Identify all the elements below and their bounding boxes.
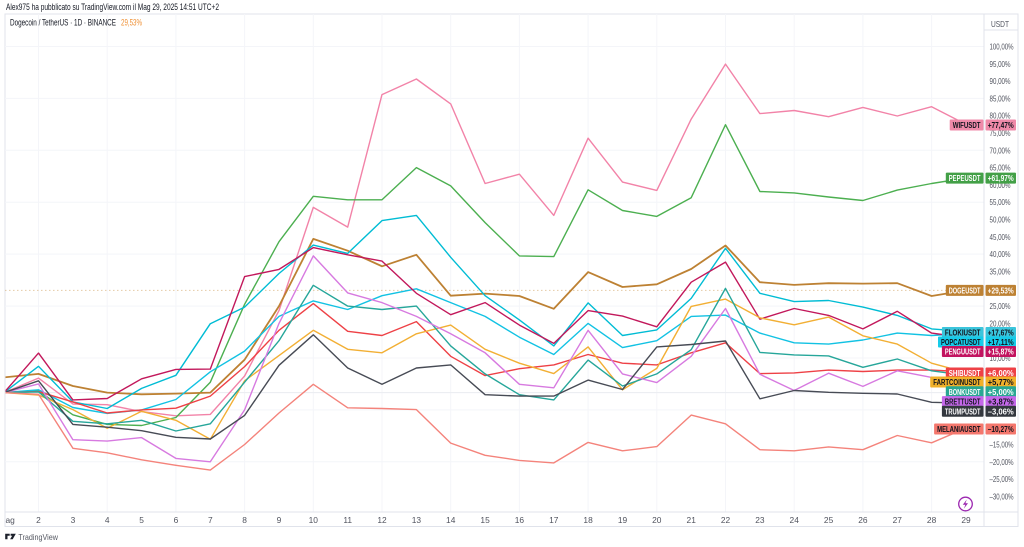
svg-text:–25,00%: –25,00% (990, 474, 1014, 484)
svg-text:10: 10 (309, 515, 319, 525)
svg-text:+17,11%: +17,11% (988, 338, 1014, 347)
svg-text:–20,00%: –20,00% (990, 457, 1014, 467)
svg-text:4: 4 (105, 515, 110, 525)
svg-text:90,00%: 90,00% (990, 76, 1011, 86)
svg-text:+5,00%: +5,00% (988, 388, 1014, 397)
svg-text:WIFUSDT: WIFUSDT (953, 121, 981, 130)
svg-text:2: 2 (36, 515, 41, 525)
svg-text:16: 16 (515, 515, 525, 525)
svg-text:FLOKIUSDT: FLOKIUSDT (945, 329, 981, 338)
svg-text:POPCATUSDT: POPCATUSDT (941, 338, 981, 347)
svg-text:+61,97%: +61,97% (988, 174, 1014, 183)
svg-text:50,00%: 50,00% (990, 215, 1011, 225)
svg-text:SHIBUSDT: SHIBUSDT (949, 369, 981, 378)
svg-text:75,00%: 75,00% (990, 128, 1011, 138)
svg-text:24: 24 (790, 515, 800, 525)
svg-text:25,00%: 25,00% (990, 301, 1011, 311)
svg-text:6: 6 (174, 515, 179, 525)
svg-text:–30,00%: –30,00% (990, 491, 1014, 501)
svg-text:19: 19 (618, 515, 628, 525)
svg-text:PEPEUSDT: PEPEUSDT (949, 174, 981, 183)
svg-text:22: 22 (721, 515, 731, 525)
svg-text:8: 8 (242, 515, 247, 525)
svg-text:80,00%: 80,00% (990, 111, 1011, 121)
svg-text:35,00%: 35,00% (990, 266, 1011, 276)
svg-text:+29,53%: +29,53% (988, 286, 1014, 295)
svg-text:+77,47%: +77,47% (988, 121, 1014, 130)
svg-text:USDT: USDT (991, 19, 1009, 29)
svg-text:26: 26 (858, 515, 868, 525)
svg-text:9: 9 (277, 515, 282, 525)
svg-text:ag: ag (6, 515, 16, 525)
svg-text:20: 20 (652, 515, 662, 525)
svg-text:+15,87%: +15,87% (988, 348, 1014, 357)
svg-text:65,00%: 65,00% (990, 163, 1011, 173)
svg-text:23: 23 (755, 515, 765, 525)
svg-text:85,00%: 85,00% (990, 93, 1011, 103)
svg-text:–10,27%: –10,27% (988, 425, 1014, 434)
svg-text:20,00%: 20,00% (990, 318, 1011, 328)
svg-text:25: 25 (824, 515, 834, 525)
svg-text:13: 13 (412, 515, 422, 525)
svg-text:27: 27 (893, 515, 903, 525)
svg-text:15: 15 (480, 515, 490, 525)
svg-text:12: 12 (377, 515, 387, 525)
svg-text:95,00%: 95,00% (990, 59, 1011, 69)
svg-text:DOGEUSDT: DOGEUSDT (949, 286, 981, 295)
svg-text:5: 5 (139, 515, 144, 525)
svg-text:3: 3 (71, 515, 76, 525)
svg-text:BRETTUSDT: BRETTUSDT (945, 398, 981, 407)
svg-text:10,00%: 10,00% (990, 353, 1011, 363)
svg-text:28: 28 (927, 515, 937, 525)
svg-text:100,00%: 100,00% (990, 42, 1014, 52)
svg-text:–3,06%: –3,06% (988, 407, 1014, 416)
svg-text:BONKUSDT: BONKUSDT (949, 388, 981, 397)
svg-text:TradingView: TradingView (18, 532, 58, 542)
svg-text:FARTCOINUSDT: FARTCOINUSDT (933, 378, 980, 387)
svg-text:18: 18 (583, 515, 593, 525)
svg-text:MELANIAUSDT: MELANIAUSDT (937, 425, 980, 434)
svg-text:TRUMPUSDT: TRUMPUSDT (945, 407, 981, 416)
svg-text:55,00%: 55,00% (990, 197, 1011, 207)
svg-text:+17,67%: +17,67% (988, 329, 1014, 338)
svg-text:29: 29 (961, 515, 971, 525)
svg-text:–15,00%: –15,00% (990, 440, 1014, 450)
svg-text:PENGUUSDT: PENGUUSDT (945, 348, 981, 357)
svg-text:+6,00%: +6,00% (988, 369, 1014, 378)
svg-text:+5,77%: +5,77% (988, 378, 1014, 387)
svg-text:Dogecoin / TetherUS · 1D · BIN: Dogecoin / TetherUS · 1D · BINANCE (10, 18, 116, 28)
svg-text:+3,87%: +3,87% (988, 398, 1014, 407)
svg-text:45,00%: 45,00% (990, 232, 1011, 242)
svg-text:60,00%: 60,00% (990, 180, 1011, 190)
svg-text:7: 7 (208, 515, 213, 525)
svg-text:14: 14 (446, 515, 456, 525)
svg-text:40,00%: 40,00% (990, 249, 1011, 259)
svg-text:70,00%: 70,00% (990, 145, 1011, 155)
svg-text:29,53%: 29,53% (121, 18, 142, 28)
svg-text:11: 11 (343, 515, 352, 525)
svg-text:21: 21 (687, 515, 697, 525)
svg-text:17: 17 (549, 515, 559, 525)
svg-text:Alex975 ha pubblicato su Tradi: Alex975 ha pubblicato su TradingView.com… (6, 2, 219, 12)
